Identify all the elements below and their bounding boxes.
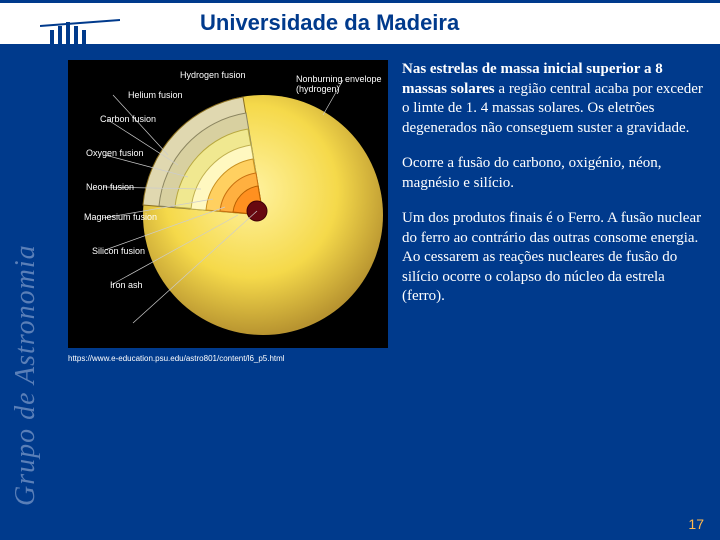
label-nonburning: Nonburning envelope(hydrogen) bbox=[296, 74, 386, 94]
label-helium: Helium fusion bbox=[128, 90, 183, 100]
star-cutaway-icon bbox=[68, 60, 388, 348]
header-top-line bbox=[0, 0, 720, 3]
label-iron: Iron ash bbox=[110, 280, 143, 290]
star-diagram: Hydrogen fusion Helium fusion Carbon fus… bbox=[68, 60, 388, 348]
paragraph-1: Nas estrelas de massa inicial superior a… bbox=[402, 60, 708, 138]
sidebar: Grupo de Astronomia bbox=[0, 46, 50, 540]
label-oxygen: Oxygen fusion bbox=[86, 148, 144, 158]
label-neon: Neon fusion bbox=[86, 182, 134, 192]
label-hydrogen: Hydrogen fusion bbox=[180, 70, 246, 80]
header: Universidade da Madeira bbox=[0, 0, 720, 46]
text-column: Nas estrelas de massa inicial superior a… bbox=[402, 60, 708, 323]
content-area: Hydrogen fusion Helium fusion Carbon fus… bbox=[50, 46, 720, 540]
page-number: 17 bbox=[688, 516, 704, 532]
page-title: Universidade da Madeira bbox=[200, 10, 459, 36]
label-carbon: Carbon fusion bbox=[100, 114, 156, 124]
paragraph-2: Ocorre a fusão do carbono, oxigénio, néo… bbox=[402, 154, 708, 193]
label-silicon: Silicon fusion bbox=[92, 246, 145, 256]
logo-icon bbox=[40, 18, 120, 46]
label-magnesium: Magnesium fusion bbox=[84, 212, 157, 222]
sidebar-label: Grupo de Astronomia bbox=[10, 244, 42, 506]
diagram-caption: https://www.e-education.psu.edu/astro801… bbox=[68, 354, 285, 363]
paragraph-3: Um dos produtos finais é o Ferro. A fusã… bbox=[402, 209, 708, 307]
